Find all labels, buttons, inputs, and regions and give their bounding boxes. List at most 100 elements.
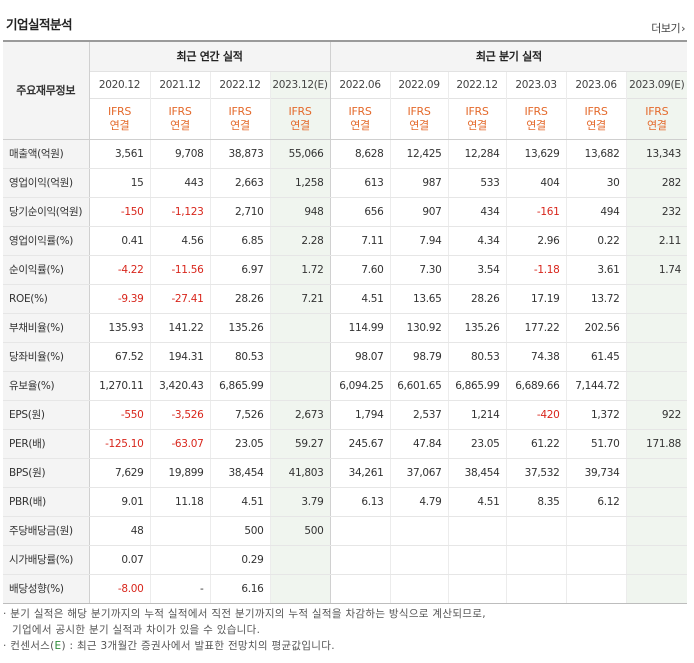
table-cell: [625, 284, 688, 314]
table-cell: 13,343: [625, 139, 688, 169]
group-quarter-header: 최근 분기 실적: [329, 40, 688, 71]
table-cell: 500: [209, 516, 270, 546]
table-cell: 434: [447, 197, 507, 227]
table-cell: 1,270.11: [88, 371, 150, 401]
table-cell: [149, 545, 210, 575]
more-link[interactable]: 더보기›: [651, 20, 685, 36]
table-cell: [329, 574, 391, 604]
more-label: 더보기: [651, 22, 681, 35]
table-cell: 533: [447, 168, 507, 198]
row-label: 영업이익(억원): [3, 168, 89, 198]
table-cell: 404: [505, 168, 567, 198]
table-cell: 2.96: [505, 226, 567, 256]
table-cell: [269, 574, 331, 604]
row-label: 유보율(%): [3, 371, 89, 401]
period-header: 2023.06: [565, 70, 627, 98]
ifrs-label: IFRS: [465, 104, 489, 118]
row-label: PBR(배): [3, 487, 89, 517]
table-cell: 0.22: [565, 226, 627, 256]
table-cell: 23.05: [209, 429, 270, 459]
consolidated-label: 연결: [109, 118, 130, 132]
ifrs-header: IFRS 연결: [625, 97, 688, 140]
table-cell: 98.07: [329, 342, 391, 372]
table-cell: 12,284: [447, 139, 507, 169]
table-cell: -4.22: [88, 255, 150, 285]
table-cell: [269, 371, 331, 401]
row-label: 부채비율(%): [3, 313, 89, 343]
footnote-1: · 분기 실적은 해당 분기까지의 누적 실적에서 직전 분기까지의 누적 실적…: [3, 608, 486, 620]
table-cell: 11.18: [149, 487, 210, 517]
table-cell: 7.60: [329, 255, 391, 285]
consolidated-label: 연결: [646, 118, 667, 132]
table-row: 영업이익률(%) 0.41 4.56 6.85 2.28 7.11 7.94 4.34 2.96…: [3, 226, 688, 256]
table-cell: -1,123: [149, 197, 210, 227]
table-cell: 13.72: [565, 284, 627, 314]
ifrs-label: IFRS: [168, 104, 192, 118]
table-cell: 0.41: [88, 226, 150, 256]
table-row: 영업이익(억원) 15 443 2,663 1,258 613 987 533 404 30 282: [3, 168, 688, 198]
consolidated-label: 연결: [290, 118, 310, 132]
table-cell: 1,794: [329, 400, 391, 430]
table-cell: 135.26: [447, 313, 507, 343]
table-cell: 61.45: [565, 342, 627, 372]
table-cell: 19,899: [149, 458, 210, 488]
ifrs-header: IFRS 연결: [505, 97, 567, 140]
table-cell: -8.00: [88, 574, 150, 604]
period-header: 2021.12: [149, 70, 210, 98]
table-cell: 23.05: [447, 429, 507, 459]
table-row: 당좌비율(%) 67.52 194.31 80.53 98.07 98.79 80.53 74…: [3, 342, 688, 372]
table-cell: [565, 545, 627, 575]
table-cell: 13,682: [565, 139, 627, 169]
table-cell: 443: [149, 168, 210, 198]
table-cell: 6,689.66: [505, 371, 567, 401]
table-cell: 7,144.72: [565, 371, 627, 401]
table-cell: 4.56: [149, 226, 210, 256]
table-row: PBR(배) 9.01 11.18 4.51 3.79 6.13 4.79 4.51 8.35 6…: [3, 487, 688, 517]
table-cell: 59.27: [269, 429, 331, 459]
table-row: 부채비율(%) 135.93 141.22 135.26 114.99 130.92 135…: [3, 313, 688, 343]
table-cell: 922: [625, 400, 688, 430]
table-cell: [505, 545, 567, 575]
table-cell: [269, 545, 331, 575]
chevron-right-icon: ›: [681, 22, 685, 35]
footnote-2-pre: · 컨센서스(: [3, 640, 55, 652]
table-cell: 30: [565, 168, 627, 198]
table-cell: 202.56: [565, 313, 627, 343]
row-label: 당좌비율(%): [3, 342, 89, 372]
table-cell: 6.85: [209, 226, 270, 256]
table-cell: -63.07: [149, 429, 210, 459]
table-cell: -161: [505, 197, 567, 227]
table-cell: 48: [88, 516, 150, 546]
table-cell: 13,629: [505, 139, 567, 169]
table-cell: 74.38: [505, 342, 567, 372]
row-label: 당기순이익(억원): [3, 197, 89, 227]
table-cell: 1,372: [565, 400, 627, 430]
table-row: 유보율(%) 1,270.11 3,420.43 6,865.99 6,094.25 6,…: [3, 371, 688, 401]
table-cell: 2,663: [209, 168, 270, 198]
table-cell: 7.21: [269, 284, 331, 314]
table-cell: 948: [269, 197, 331, 227]
table-cell: 4.51: [209, 487, 270, 517]
table-cell: 3.54: [447, 255, 507, 285]
table-row: 당기순이익(억원) -150 -1,123 2,710 948 656 907 434 -161…: [3, 197, 688, 227]
row-label: 순이익률(%): [3, 255, 89, 285]
row-label: 시가배당률(%): [3, 545, 89, 575]
table-cell: [447, 545, 507, 575]
table-cell: 1.74: [625, 255, 688, 285]
table-cell: [269, 313, 331, 343]
table-cell: 61.22: [505, 429, 567, 459]
table-cell: -420: [505, 400, 567, 430]
table-cell: 1.72: [269, 255, 331, 285]
consolidated-label: 연결: [170, 118, 190, 132]
consolidated-label: 연결: [230, 118, 250, 132]
table-cell: 500: [269, 516, 331, 546]
table-cell: [625, 574, 688, 604]
table-cell: 3.61: [565, 255, 627, 285]
period-header: 2022.06: [329, 70, 391, 98]
table-cell: 494: [565, 197, 627, 227]
table-cell: 51.70: [565, 429, 627, 459]
table-cell: -: [149, 574, 210, 604]
row-label: BPS(원): [3, 458, 89, 488]
table-cell: [389, 516, 449, 546]
ifrs-header: IFRS 연결: [209, 97, 270, 140]
